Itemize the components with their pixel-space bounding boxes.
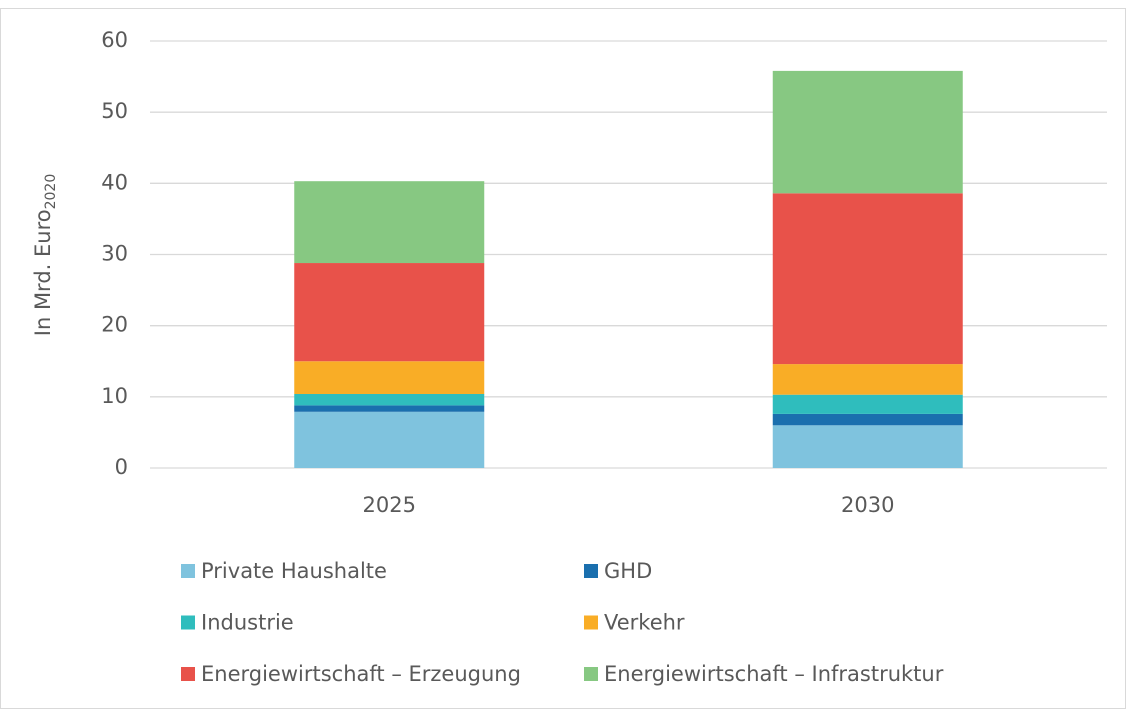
legend-swatch (584, 667, 598, 681)
bar-segment (772, 193, 963, 365)
legend-label: Verkehr (604, 611, 685, 635)
legend-label: GHD (604, 559, 652, 583)
legend-label: Industrie (201, 611, 294, 635)
y-axis-label-main: In Mrd. Euro (31, 209, 55, 336)
y-tick-label: 40 (101, 170, 128, 194)
bar-segment (772, 413, 963, 426)
bar-segment (294, 361, 485, 394)
bar-segment (294, 411, 485, 468)
legend-swatch (584, 564, 598, 578)
bar-segment (294, 263, 485, 362)
y-axis-label-subscript: 2020 (43, 174, 59, 210)
y-tick-label: 30 (101, 242, 128, 266)
y-tick-label: 20 (101, 313, 128, 337)
x-tick-label: 2025 (363, 493, 416, 517)
bar-segment (772, 364, 963, 395)
bar-segment (772, 425, 963, 468)
bar-segment (294, 405, 485, 412)
legend-swatch (181, 667, 195, 681)
x-tick-label: 2030 (841, 493, 894, 517)
bar-segment (294, 393, 485, 406)
y-tick-label: 60 (101, 28, 128, 52)
legend-label: Private Haushalte (201, 559, 387, 583)
y-tick-label: 10 (101, 384, 128, 408)
legend-label: Energiewirtschaft – Erzeugung (201, 662, 521, 686)
bar-segment (772, 394, 963, 414)
legend-swatch (181, 615, 195, 630)
legend-swatch (584, 615, 598, 630)
y-tick-label: 50 (101, 99, 128, 123)
y-tick-label: 0 (115, 455, 128, 479)
bar-segment (294, 181, 485, 264)
legend-swatch (181, 564, 195, 578)
legend-label: Energiewirtschaft – Infrastruktur (604, 662, 944, 686)
y-axis-label: In Mrd. Euro2020 (31, 174, 59, 336)
bar-segment (772, 70, 963, 194)
